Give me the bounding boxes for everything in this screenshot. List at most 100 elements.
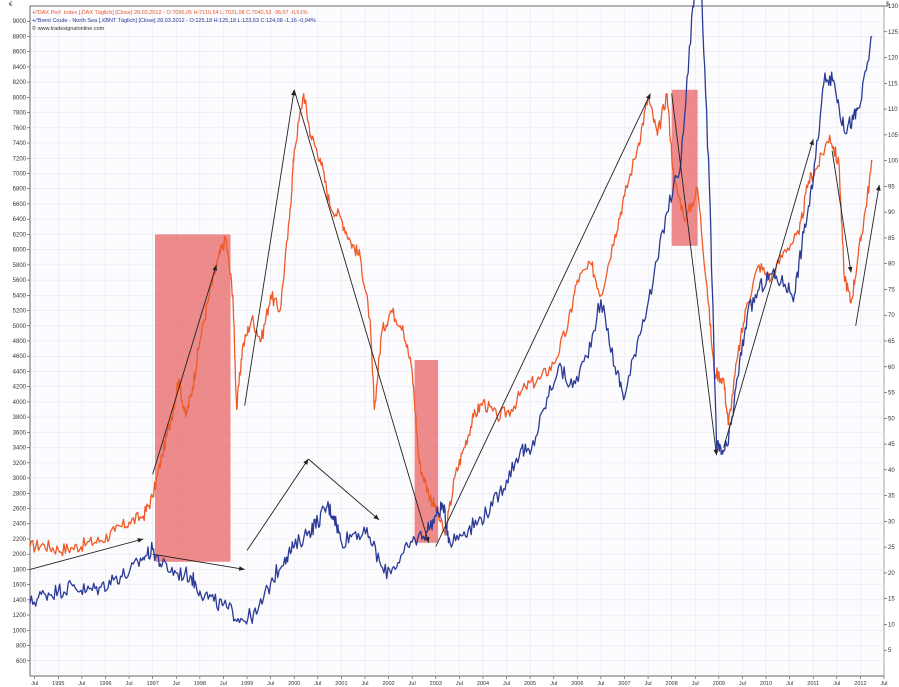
trend-arrow <box>29 538 144 570</box>
y-tick-label-left: 1600 <box>13 583 27 589</box>
x-tick-label: 2010 <box>760 681 772 687</box>
left-axis-currency-label: € <box>9 2 13 8</box>
y-tick-label-left: 6600 <box>13 202 27 208</box>
y-tick-label-left: 4400 <box>13 369 27 375</box>
highlight-box <box>155 234 231 562</box>
y-tick-label-left: 3000 <box>13 476 27 482</box>
x-tick-label: 2008 <box>666 681 678 687</box>
y-tick-label-left: 6400 <box>13 217 27 223</box>
x-tick-label: Jul <box>597 681 604 687</box>
y-tick-label-left: 6200 <box>13 232 27 238</box>
y-tick-label-left: 3800 <box>13 415 27 421</box>
x-tick-label: 2002 <box>382 681 394 687</box>
y-tick-label-left: 3200 <box>13 461 27 467</box>
y-tick-label-left: 8200 <box>13 80 27 86</box>
trend-arrow <box>855 184 880 326</box>
x-tick-label: Jul <box>503 681 510 687</box>
right-axis-currency-label: $ <box>886 2 890 8</box>
y-tick-label-left: 6800 <box>13 187 27 193</box>
trend-arrow-head <box>303 459 309 465</box>
trend-arrow <box>244 89 295 406</box>
y-tick-label-right: 15 <box>888 597 895 603</box>
y-tick-label-left: 3400 <box>13 446 27 452</box>
y-tick-label-right: 65 <box>888 339 895 345</box>
series-lines <box>29 0 873 625</box>
y-tick-label-right: 105 <box>888 133 899 139</box>
trend-arrow <box>308 458 380 521</box>
legend-entry-dax: +/'DAX Perf. Index [.DAX Täglich] [Close… <box>32 10 308 16</box>
x-tick-label: 2011 <box>807 681 819 687</box>
trend-arrow-head <box>424 536 430 543</box>
y-tick-label-left: 2600 <box>13 507 27 513</box>
trend-arrow <box>435 93 651 547</box>
x-tick-label: 2001 <box>335 681 347 687</box>
y-tick-label-left: 7400 <box>13 141 27 147</box>
y-tick-label-left: 600 <box>16 659 27 665</box>
x-tick-label: Jul <box>361 681 368 687</box>
y-tick-label-left: 2400 <box>13 522 27 528</box>
trend-arrow-head <box>137 538 144 543</box>
y-tick-label-right: 70 <box>888 313 895 319</box>
y-tick-label-right: 35 <box>888 494 895 500</box>
y-tick-label-left: 8800 <box>13 34 27 40</box>
y-tick-label-right: 25 <box>888 545 895 551</box>
trend-arrow-head <box>876 184 881 191</box>
x-tick-label: Jul <box>409 681 416 687</box>
x-tick-label: 1996 <box>99 681 111 687</box>
y-tick-label-left: 5800 <box>13 263 27 269</box>
y-tick-label-right: 85 <box>888 236 895 242</box>
x-tick-label: Jul <box>786 681 793 687</box>
y-tick-label-right: 5 <box>888 648 892 654</box>
trend-arrow-head <box>645 93 651 100</box>
legend-source: © www.tradesignalonline.com <box>32 26 105 32</box>
y-tick-label-left: 800 <box>16 644 27 650</box>
trend-arrow <box>246 458 309 551</box>
y-tick-label-right: 50 <box>888 416 895 422</box>
x-tick-label: Jul <box>880 681 887 687</box>
trend-arrow-head <box>373 514 380 520</box>
x-tick-label: Jul <box>78 681 85 687</box>
y-tick-label-left: 5600 <box>13 278 27 284</box>
y-tick-label-left: 1800 <box>13 567 27 573</box>
y-tick-label-right: 30 <box>888 519 895 525</box>
x-tick-label: Jul <box>314 681 321 687</box>
y-tick-label-left: 9000 <box>13 19 27 25</box>
trend-arrow-head <box>847 266 853 273</box>
x-tick-label: Jul <box>267 681 274 687</box>
y-tick-label-left: 3600 <box>13 430 27 436</box>
y-tick-label-left: 2000 <box>13 552 27 558</box>
chart-legend: +/'DAX Perf. Index [.DAX Täglich] [Close… <box>32 9 316 33</box>
y-tick-label-right: 75 <box>888 287 895 293</box>
y-tick-label-left: 7800 <box>13 111 27 117</box>
trend-arrow <box>723 139 814 448</box>
highlight-box <box>414 360 439 543</box>
x-tick-label: 1995 <box>52 681 64 687</box>
trend-arrows <box>29 89 881 571</box>
x-tick-label: Jul <box>173 681 180 687</box>
x-tick-label: 1998 <box>194 681 206 687</box>
trend-arrow <box>831 150 852 273</box>
x-tick-label: 2012 <box>854 681 866 687</box>
y-tick-label-right: 120 <box>888 56 899 62</box>
x-tick-label: 2009 <box>713 681 725 687</box>
y-tick-label-right: 125 <box>888 30 899 36</box>
axes: 600 800 1000 1200 1400 1600 1800 2000 2200 2400 26… <box>13 4 899 687</box>
trend-arrow-head <box>809 139 814 146</box>
y-tick-label-left: 7600 <box>13 126 27 132</box>
y-tick-label-left: 1400 <box>13 598 27 604</box>
x-tick-label: 1999 <box>241 681 253 687</box>
y-tick-label-right: 55 <box>888 391 895 397</box>
y-tick-label-left: 7200 <box>13 156 27 162</box>
x-tick-label: Jul <box>31 681 38 687</box>
y-tick-label-left: 8000 <box>13 95 27 101</box>
highlight-boxes <box>155 89 698 562</box>
x-tick-label: 2004 <box>477 681 489 687</box>
y-tick-label-left: 8600 <box>13 50 27 56</box>
y-tick-label-left: 2200 <box>13 537 27 543</box>
y-tick-label-right: 60 <box>888 365 895 371</box>
y-tick-label-right: 40 <box>888 468 895 474</box>
y-tick-label-left: 7000 <box>13 172 27 178</box>
x-tick-label: Jul <box>550 681 557 687</box>
y-tick-label-left: 1200 <box>13 613 27 619</box>
